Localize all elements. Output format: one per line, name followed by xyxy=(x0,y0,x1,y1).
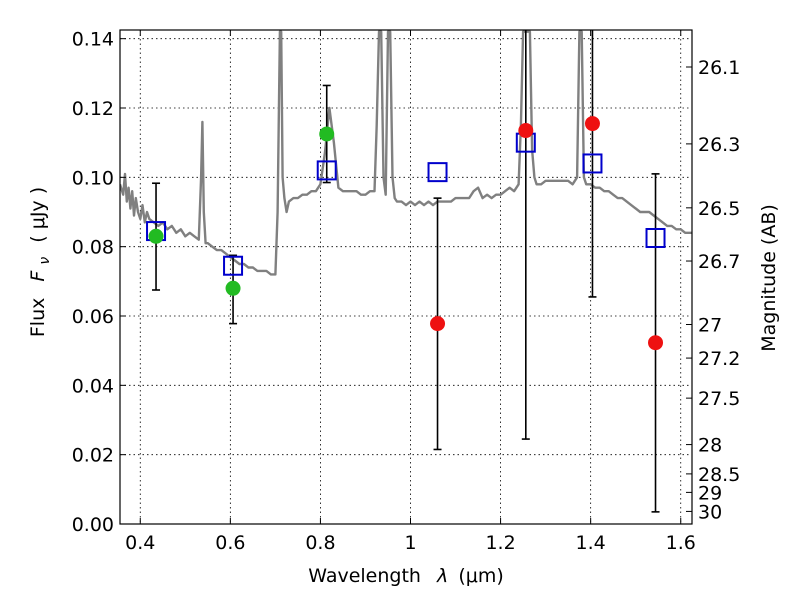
x-tick-label: 1.4 xyxy=(576,532,606,554)
detection-point xyxy=(148,228,164,244)
y2-axis-label: Magnitude (AB) xyxy=(758,204,780,352)
x-axis-label-unit: (μm) xyxy=(458,565,503,587)
low-significance-point xyxy=(518,123,534,139)
y-tick-label: 0.08 xyxy=(72,237,114,259)
model-points-layer xyxy=(146,132,666,276)
plot-frame xyxy=(119,29,693,525)
x-axis-label: Wavelength λ (μm) xyxy=(308,565,503,587)
x-axis-label-prefix: Wavelength xyxy=(308,565,421,587)
magnitude-tick-label: 26.3 xyxy=(698,134,740,156)
x-tick-label: 1.6 xyxy=(666,532,696,554)
spectrum-layer xyxy=(120,30,692,276)
x-axis-label-symbol: λ xyxy=(436,565,448,587)
y-axis-label-symbol: F xyxy=(27,270,49,282)
y-tick-label: 0.04 xyxy=(72,375,114,397)
magnitude-tick-label: 26.1 xyxy=(698,57,740,79)
magnitude-tick-label: 29 xyxy=(698,482,722,504)
y-tick-label: 0.00 xyxy=(72,514,114,536)
low-significance-point xyxy=(648,335,664,351)
y-tick-label: 0.14 xyxy=(72,29,114,51)
y-tick-label: 0.06 xyxy=(72,306,114,328)
y-axis-label-subscript: ν xyxy=(37,257,53,265)
magnitude-tick-label: 27.2 xyxy=(698,348,740,370)
low-significance-point xyxy=(430,316,446,332)
spectrum-line xyxy=(120,30,692,276)
x-tick-label: 1.2 xyxy=(485,532,515,554)
x-tick-label: 0.8 xyxy=(305,532,335,554)
y-tick-label: 0.10 xyxy=(72,167,114,189)
y-axis-label-unit: ( μJy ) xyxy=(27,187,49,243)
y-tick-label: 0.12 xyxy=(72,98,114,120)
model-point xyxy=(582,153,603,174)
model-point xyxy=(316,160,337,181)
low-significance-point xyxy=(584,116,600,132)
x-tick-label: 1 xyxy=(404,532,416,554)
model-point xyxy=(645,228,666,248)
model-point xyxy=(223,255,244,276)
y-axis-label: Flux F ν ( μJy ) xyxy=(27,187,54,337)
magnitude-tick-label: 27 xyxy=(698,315,722,337)
observed-points-layer xyxy=(148,116,664,351)
magnitude-tick-label: 26.5 xyxy=(698,198,740,220)
x-tick-label: 0.4 xyxy=(125,532,155,554)
y-axis-label-prefix: Flux xyxy=(27,298,49,338)
model-point xyxy=(427,162,448,183)
detection-point xyxy=(225,280,241,296)
magnitude-tick-label: 28 xyxy=(698,435,722,457)
axis-ticks-layer: 0.4 0.6 0.8 1 1.2 1.4 1.6 0.00 0.02 0.04 0.06 0.08 0… xyxy=(72,29,741,554)
magnitude-tick-label: 30 xyxy=(698,501,722,523)
x-tick-label: 0.6 xyxy=(215,532,245,554)
magnitude-tick-label: 27.5 xyxy=(698,388,740,410)
detection-point xyxy=(319,126,335,142)
magnitude-tick-label: 26.7 xyxy=(698,251,740,273)
y-tick-label: 0.02 xyxy=(72,445,114,467)
magnitude-tick-label: 28.5 xyxy=(698,464,740,486)
